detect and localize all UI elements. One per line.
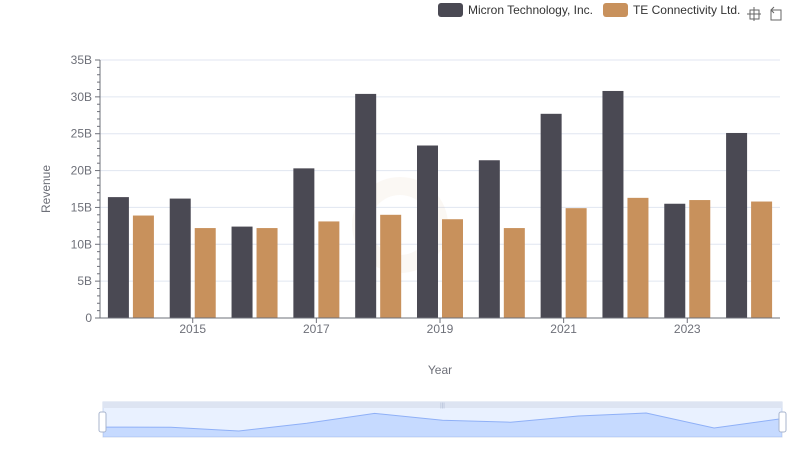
bar-te-2018[interactable] xyxy=(380,214,402,318)
x-tick-label: 2015 xyxy=(179,322,206,336)
slider-selection[interactable] xyxy=(103,408,782,437)
y-tick-label: 35B xyxy=(71,53,92,67)
bar-te-2014[interactable] xyxy=(132,215,154,318)
bar-te-2019[interactable] xyxy=(442,219,463,318)
restore-icon[interactable] xyxy=(768,6,784,22)
bar-micron-2018[interactable] xyxy=(355,93,377,318)
legend: Micron Technology, Inc. TE Connectivity … xyxy=(438,3,750,17)
x-tick-label: 2023 xyxy=(674,322,701,336)
y-tick-label: 0 xyxy=(85,311,92,325)
legend-label-te: TE Connectivity Ltd. xyxy=(632,3,741,17)
y-tick-label: 30B xyxy=(71,90,92,104)
legend-swatch-te xyxy=(602,3,628,17)
y-tick-label: 15B xyxy=(71,200,92,214)
bar-micron-2019[interactable] xyxy=(417,145,438,318)
legend-item-micron[interactable]: Micron Technology, Inc. xyxy=(438,3,593,17)
toolbox xyxy=(746,6,790,22)
bar-te-2023[interactable] xyxy=(689,200,711,318)
bar-micron-2014[interactable] xyxy=(107,197,129,318)
y-tick-label: 20B xyxy=(71,164,92,178)
y-tick-label: 10B xyxy=(71,237,92,251)
bar-te-2022[interactable] xyxy=(627,197,649,318)
bar-micron-2016[interactable] xyxy=(231,226,253,318)
bar-te-2015[interactable] xyxy=(194,228,216,318)
bar-te-2020[interactable] xyxy=(503,228,525,318)
axes: 0 5B 10B 15B 20B 25B 30B 35B 2015 2017 2019 2021 202… xyxy=(71,53,780,336)
data-zoom-slider[interactable]: ||| xyxy=(98,401,787,438)
legend-item-te[interactable]: TE Connectivity Ltd. xyxy=(602,3,741,17)
y-tick-label: 25B xyxy=(71,127,92,141)
slider-preview-line xyxy=(102,412,783,432)
bar-micron-2022[interactable] xyxy=(602,90,624,319)
x-axis-title: Year xyxy=(428,363,452,377)
bar-micron-2023[interactable] xyxy=(664,203,686,318)
y-axis-title: Revenue xyxy=(39,165,53,213)
bar-micron-2021[interactable] xyxy=(540,113,562,318)
bar-micron-2015[interactable] xyxy=(169,198,191,318)
slider-right-handle[interactable] xyxy=(778,411,787,433)
bars xyxy=(107,90,773,319)
bar-te-2021[interactable] xyxy=(565,208,587,318)
zoom-icon[interactable] xyxy=(746,6,762,22)
slider-top-bar[interactable] xyxy=(103,402,782,408)
legend-swatch-micron xyxy=(438,3,463,17)
bar-micron-2024[interactable] xyxy=(726,132,748,318)
bar-te-2024[interactable] xyxy=(751,201,773,318)
legend-label-micron: Micron Technology, Inc. xyxy=(468,3,593,17)
y-tick-label: 5B xyxy=(77,274,92,288)
x-tick-label: 2019 xyxy=(427,322,454,336)
slider-grip-icon[interactable]: ||| xyxy=(440,403,445,409)
bar-micron-2020[interactable] xyxy=(478,160,500,318)
bar-te-2016[interactable] xyxy=(256,228,278,318)
bar-te-2017[interactable] xyxy=(318,221,340,318)
x-tick-label: 2021 xyxy=(550,322,577,336)
slider-preview-area xyxy=(103,413,782,437)
x-tick-label: 2017 xyxy=(303,322,330,336)
bar-micron-2017[interactable] xyxy=(293,168,315,318)
slider-left-handle[interactable] xyxy=(98,411,107,433)
